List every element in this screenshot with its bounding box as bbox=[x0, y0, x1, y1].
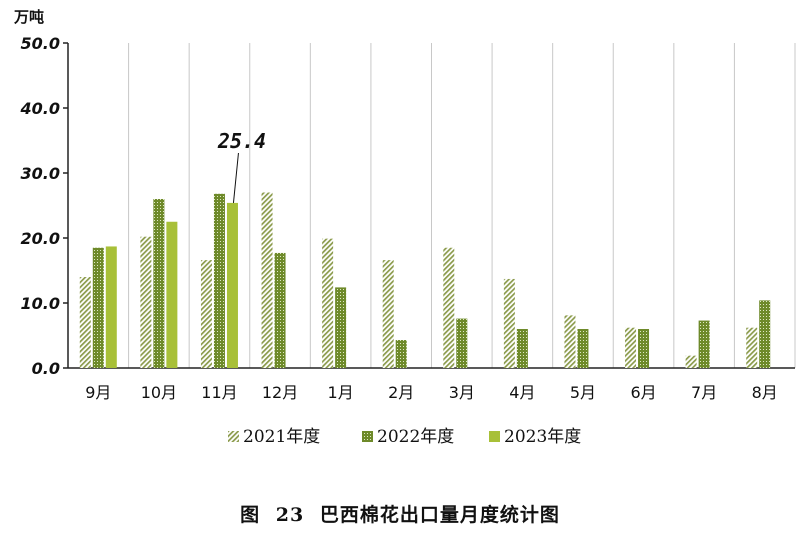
x-tick-label: 10月 bbox=[141, 383, 177, 402]
bar-2022年度-2月 bbox=[395, 340, 407, 368]
bar-2022年度-3月 bbox=[456, 318, 468, 368]
bar-2022年度-8月 bbox=[759, 300, 771, 368]
bar-2021年度-6月 bbox=[625, 327, 637, 368]
axes bbox=[63, 42, 795, 369]
bar-2022年度-12月 bbox=[274, 252, 286, 368]
x-tick-label: 4月 bbox=[509, 383, 535, 402]
bars bbox=[79, 192, 771, 368]
legend-label-2023年度: 2023年度 bbox=[504, 427, 581, 447]
chart: 0.0 10.0 20.0 30.0 40.0 50.0 9月 10月 11月 12月 1月 2月 3月… bbox=[13, 8, 796, 447]
bar-2022年度-6月 bbox=[638, 329, 650, 368]
x-tick-label: 9月 bbox=[85, 383, 111, 402]
bar-2021年度-2月 bbox=[382, 260, 394, 368]
bar-2021年度-10月 bbox=[140, 236, 152, 368]
x-tick-label: 5月 bbox=[570, 383, 596, 402]
y-tick-label: 10.0 bbox=[21, 294, 60, 313]
bar-2021年度-1月 bbox=[322, 238, 334, 368]
bar-2023年度-10月 bbox=[166, 221, 178, 368]
legend-swatch-2022年度 bbox=[362, 431, 373, 442]
bar-2023年度-11月 bbox=[226, 202, 238, 368]
bar-2021年度-8月 bbox=[746, 327, 758, 368]
x-tick-label: 12月 bbox=[262, 383, 298, 402]
annotation-label: 25.4 bbox=[217, 129, 266, 153]
bar-2022年度-4月 bbox=[516, 329, 528, 368]
bar-2021年度-5月 bbox=[564, 315, 576, 368]
bar-2023年度-9月 bbox=[105, 246, 117, 368]
y-tick-label: 50.0 bbox=[21, 34, 60, 53]
legend-swatch-2023年度 bbox=[489, 431, 500, 442]
x-tick-label: 8月 bbox=[752, 383, 778, 402]
bar-2022年度-9月 bbox=[92, 247, 104, 368]
legend: 2021年度 2022年度 2023年度 bbox=[228, 427, 581, 447]
x-tick-label: 6月 bbox=[630, 383, 656, 402]
y-tick-label: 40.0 bbox=[20, 99, 60, 118]
y-tick-label: 30.0 bbox=[21, 164, 60, 183]
x-tick-label: 7月 bbox=[691, 383, 717, 402]
x-tick-label: 1月 bbox=[328, 383, 354, 402]
bar-2022年度-5月 bbox=[577, 329, 589, 368]
axis-labels: 0.0 10.0 20.0 30.0 40.0 50.0 9月 10月 11月 12月 1月 2月 3月… bbox=[20, 34, 778, 402]
x-tick-label: 2月 bbox=[388, 383, 414, 402]
figure-caption: 图 23 巴西棉花出口量月度统计图 bbox=[240, 504, 560, 526]
annotations: 25.4 bbox=[217, 129, 266, 203]
y-tick-label: 20.0 bbox=[21, 229, 60, 248]
legend-swatch-2021年度 bbox=[228, 431, 239, 442]
bar-2022年度-1月 bbox=[335, 287, 347, 368]
x-tick-label: 11月 bbox=[201, 383, 237, 402]
bar-2022年度-10月 bbox=[153, 199, 165, 368]
bar-2021年度-4月 bbox=[503, 278, 515, 368]
bar-2021年度-11月 bbox=[200, 260, 212, 368]
bar-2022年度-7月 bbox=[698, 320, 710, 368]
y-axis-unit-label: 万吨 bbox=[13, 8, 44, 26]
bar-2021年度-12月 bbox=[261, 192, 273, 368]
bar-2021年度-9月 bbox=[79, 277, 91, 368]
bar-2021年度-3月 bbox=[443, 247, 455, 368]
bar-2022年度-11月 bbox=[213, 193, 225, 368]
bar-2021年度-7月 bbox=[685, 355, 697, 368]
annotation-leader-line bbox=[232, 152, 239, 203]
y-tick-label: 0.0 bbox=[32, 359, 60, 378]
legend-label-2021年度: 2021年度 bbox=[243, 427, 320, 447]
x-tick-label: 3月 bbox=[449, 383, 475, 402]
gridlines bbox=[128, 43, 796, 368]
legend-label-2022年度: 2022年度 bbox=[377, 427, 454, 447]
